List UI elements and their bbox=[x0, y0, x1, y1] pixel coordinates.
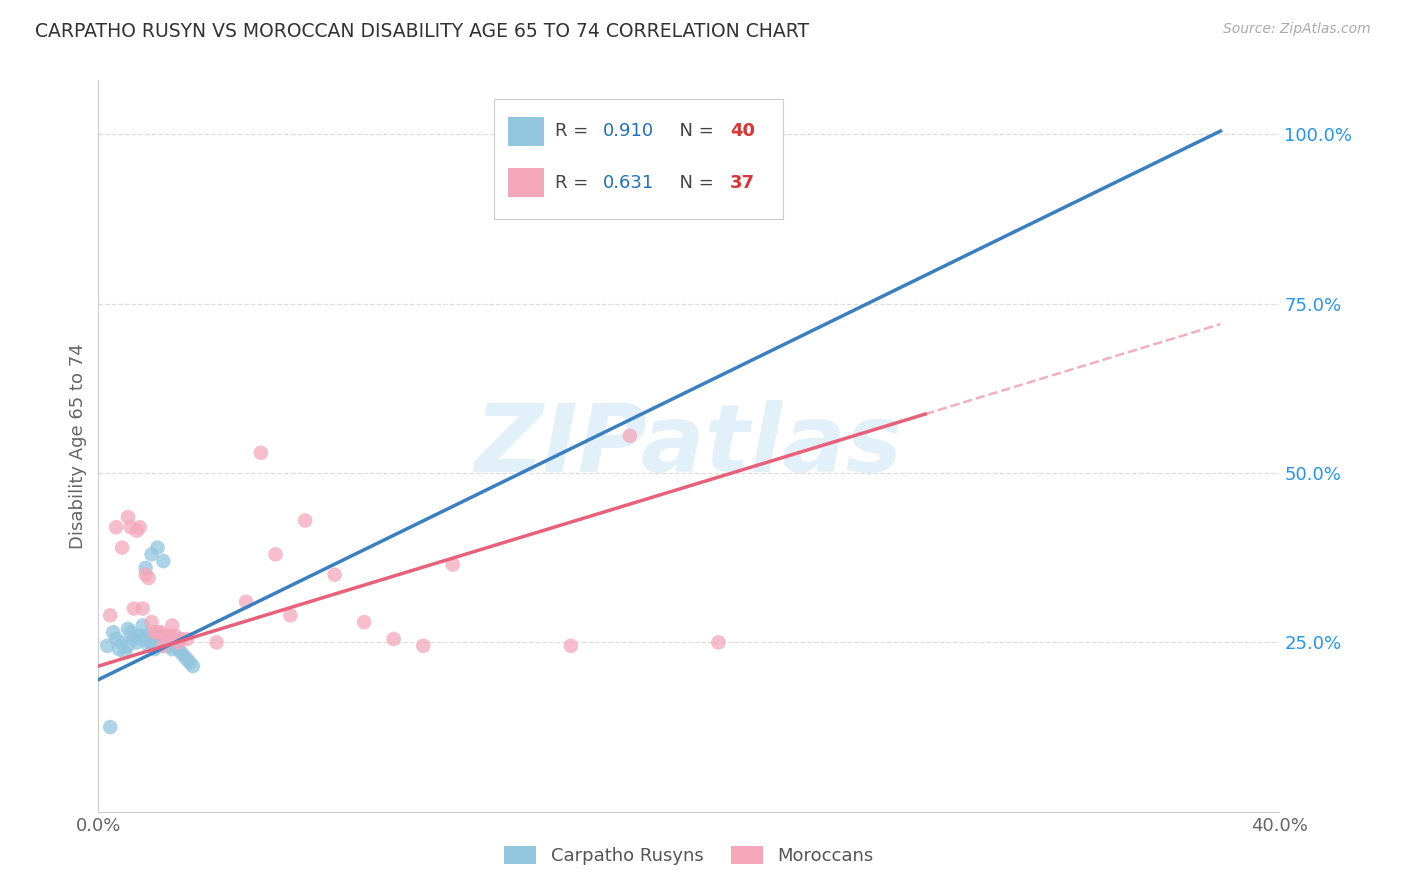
Point bbox=[162, 632, 183, 646]
Point bbox=[707, 635, 730, 649]
Point bbox=[135, 629, 157, 643]
Point bbox=[179, 656, 201, 670]
Point bbox=[176, 652, 198, 666]
Point bbox=[141, 635, 163, 649]
Point bbox=[176, 632, 198, 646]
Point bbox=[122, 632, 145, 646]
Point bbox=[117, 622, 139, 636]
Point bbox=[155, 635, 177, 649]
Point bbox=[323, 567, 346, 582]
Text: Source: ZipAtlas.com: Source: ZipAtlas.com bbox=[1223, 22, 1371, 37]
Point bbox=[162, 642, 183, 657]
Point bbox=[149, 625, 172, 640]
Point bbox=[162, 618, 183, 632]
Point bbox=[155, 629, 177, 643]
Point bbox=[170, 632, 193, 646]
Point bbox=[98, 608, 121, 623]
Text: N =: N = bbox=[668, 122, 720, 140]
Point bbox=[165, 639, 187, 653]
Point bbox=[120, 520, 142, 534]
Point bbox=[132, 601, 155, 615]
Point bbox=[122, 601, 145, 615]
Point bbox=[157, 629, 180, 643]
Point bbox=[173, 648, 195, 663]
Point bbox=[135, 561, 157, 575]
Legend: Carpatho Rusyns, Moroccans: Carpatho Rusyns, Moroccans bbox=[496, 838, 882, 872]
Point bbox=[143, 642, 166, 657]
Text: 40: 40 bbox=[730, 122, 755, 140]
Point bbox=[138, 639, 160, 653]
Point bbox=[120, 625, 142, 640]
Point bbox=[103, 625, 125, 640]
Point bbox=[152, 639, 174, 653]
Point bbox=[117, 639, 139, 653]
Point bbox=[146, 625, 169, 640]
Point bbox=[117, 510, 139, 524]
Text: N =: N = bbox=[668, 174, 720, 192]
Point bbox=[111, 635, 134, 649]
Point bbox=[152, 632, 174, 646]
Text: CARPATHO RUSYN VS MOROCCAN DISABILITY AGE 65 TO 74 CORRELATION CHART: CARPATHO RUSYN VS MOROCCAN DISABILITY AG… bbox=[35, 22, 810, 41]
Text: 0.910: 0.910 bbox=[603, 122, 654, 140]
Text: 37: 37 bbox=[730, 174, 755, 192]
Point bbox=[125, 524, 148, 538]
Bar bbox=[494, 99, 783, 219]
Text: ZIPatlas: ZIPatlas bbox=[475, 400, 903, 492]
Point bbox=[132, 632, 155, 646]
Point bbox=[135, 567, 157, 582]
Text: R =: R = bbox=[555, 122, 595, 140]
Point bbox=[138, 571, 160, 585]
Point bbox=[235, 595, 257, 609]
Point bbox=[114, 646, 136, 660]
Point bbox=[205, 635, 228, 649]
Bar bbox=[508, 168, 544, 197]
Point bbox=[264, 547, 287, 561]
Point bbox=[619, 429, 641, 443]
Point bbox=[105, 632, 128, 646]
Point bbox=[353, 615, 375, 629]
Point bbox=[149, 635, 172, 649]
Point bbox=[141, 547, 163, 561]
Point bbox=[146, 639, 169, 653]
Point bbox=[138, 632, 160, 646]
Point bbox=[278, 608, 302, 623]
Point bbox=[167, 642, 190, 657]
Bar bbox=[508, 117, 544, 146]
Point bbox=[143, 625, 166, 640]
Point bbox=[96, 639, 118, 653]
Point bbox=[132, 618, 155, 632]
Point bbox=[294, 514, 316, 528]
Point bbox=[167, 635, 190, 649]
Point bbox=[560, 639, 582, 653]
Point bbox=[170, 646, 193, 660]
Point bbox=[157, 639, 180, 653]
Point bbox=[441, 558, 464, 572]
Point bbox=[181, 659, 204, 673]
Point bbox=[125, 635, 148, 649]
Point bbox=[412, 639, 434, 653]
Point bbox=[382, 632, 405, 646]
Point bbox=[105, 520, 128, 534]
Point bbox=[250, 446, 273, 460]
Point bbox=[111, 541, 134, 555]
Point bbox=[146, 629, 169, 643]
Point bbox=[165, 629, 187, 643]
Point bbox=[128, 520, 150, 534]
Y-axis label: Disability Age 65 to 74: Disability Age 65 to 74 bbox=[69, 343, 87, 549]
Text: R =: R = bbox=[555, 174, 595, 192]
Point bbox=[128, 629, 150, 643]
Point bbox=[152, 639, 174, 653]
Point bbox=[98, 720, 121, 734]
Point bbox=[141, 615, 163, 629]
Point bbox=[146, 541, 169, 555]
Text: 0.631: 0.631 bbox=[603, 174, 654, 192]
Point bbox=[108, 642, 131, 657]
Point bbox=[152, 554, 174, 568]
